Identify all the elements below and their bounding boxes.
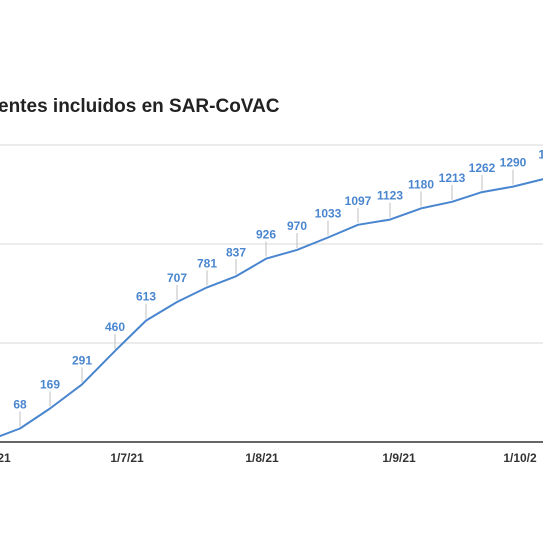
data-label: 970: [287, 219, 307, 233]
data-label: 460: [105, 320, 125, 334]
x-tick-label: 1/10/2: [503, 451, 537, 465]
data-label: 926: [256, 228, 276, 242]
series-line: [0, 178, 543, 438]
x-tick-label: 1/7/21: [110, 451, 144, 465]
data-label: 1097: [345, 194, 372, 208]
data-label: 781: [197, 256, 217, 270]
data-label: 169: [40, 378, 60, 392]
chart-title: entes incluidos en SAR-CoVAC: [0, 96, 280, 117]
x-tick-label: 21: [0, 451, 11, 465]
x-tick-label: 1/8/21: [245, 451, 279, 465]
data-label: 291: [72, 353, 92, 367]
x-tick-label: 1/9/21: [382, 451, 416, 465]
data-label: 1033: [315, 206, 342, 220]
data-label: 1213: [439, 171, 466, 185]
data-label: 1290: [500, 156, 527, 170]
data-label: 13: [538, 148, 543, 162]
data-label: 837: [226, 245, 246, 259]
data-label: 68: [13, 398, 27, 412]
data-label: 1262: [469, 161, 496, 175]
data-label: 1180: [408, 177, 434, 191]
data-label: 707: [167, 271, 187, 285]
data-label: 613: [136, 290, 156, 304]
data-label: 1123: [377, 189, 403, 203]
